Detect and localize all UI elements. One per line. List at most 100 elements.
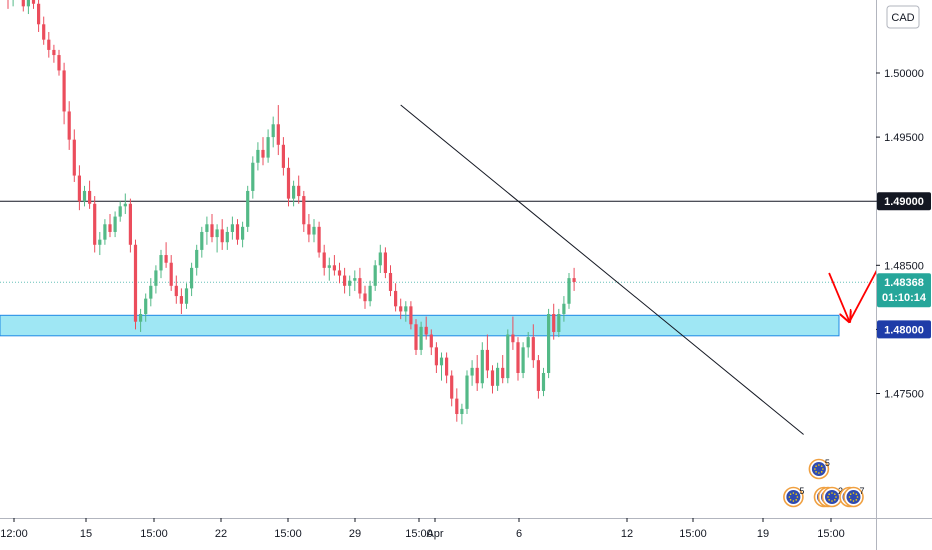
candle[interactable]: [123, 193, 127, 215]
candle[interactable]: [108, 214, 112, 238]
candle[interactable]: [261, 137, 265, 166]
candle[interactable]: [322, 244, 326, 276]
candle[interactable]: [429, 329, 433, 356]
candle[interactable]: [343, 267, 347, 294]
candle[interactable]: [312, 219, 316, 243]
candle[interactable]: [307, 214, 311, 243]
candle[interactable]: [480, 342, 484, 389]
candle[interactable]: [363, 285, 367, 309]
candle[interactable]: [455, 388, 459, 422]
candle[interactable]: [445, 352, 449, 384]
candle[interactable]: [88, 180, 92, 209]
candle[interactable]: [460, 403, 464, 425]
candle[interactable]: [195, 244, 199, 276]
candle[interactable]: [174, 275, 178, 304]
candle[interactable]: [567, 272, 571, 309]
candle[interactable]: [297, 175, 301, 204]
projection-arrow[interactable]: [828, 272, 849, 322]
candle[interactable]: [98, 231, 102, 256]
candle[interactable]: [72, 129, 76, 182]
candle[interactable]: [557, 308, 561, 338]
candle[interactable]: [281, 137, 285, 176]
candle[interactable]: [139, 308, 143, 332]
candle[interactable]: [128, 198, 132, 253]
candle[interactable]: [246, 185, 250, 232]
candle[interactable]: [12, 0, 15, 7]
candle[interactable]: [434, 342, 438, 373]
candle[interactable]: [485, 334, 489, 379]
candle[interactable]: [52, 44, 56, 63]
candle[interactable]: [327, 257, 331, 281]
candle[interactable]: [113, 211, 117, 238]
candle[interactable]: [21, 0, 25, 12]
candle[interactable]: [302, 190, 306, 232]
candle[interactable]: [6, 0, 9, 9]
candle[interactable]: [93, 196, 97, 253]
candle[interactable]: [225, 226, 229, 250]
candle[interactable]: [496, 362, 500, 391]
candle[interactable]: [547, 308, 551, 379]
candle[interactable]: [490, 365, 495, 394]
trendline[interactable]: [400, 104, 804, 435]
candle[interactable]: [541, 367, 546, 397]
candle[interactable]: [215, 224, 219, 253]
candle[interactable]: [404, 301, 408, 322]
currency-badge[interactable]: CAD: [886, 5, 920, 29]
candle[interactable]: [332, 255, 336, 276]
candle[interactable]: [57, 49, 61, 76]
candle[interactable]: [526, 331, 530, 358]
support-price-tag[interactable]: 1.48000: [877, 320, 931, 339]
candle[interactable]: [531, 324, 535, 368]
candle[interactable]: [251, 156, 255, 199]
candle[interactable]: [378, 244, 382, 273]
candle[interactable]: [317, 221, 321, 258]
candle[interactable]: [439, 352, 444, 381]
candle[interactable]: [144, 293, 148, 322]
candle[interactable]: [271, 116, 275, 148]
eu-flag-icon[interactable]: [783, 486, 804, 508]
candle[interactable]: [164, 242, 168, 268]
candle[interactable]: [26, 0, 30, 15]
candle[interactable]: [572, 267, 576, 291]
candle[interactable]: [159, 249, 163, 279]
current-price-tag[interactable]: 1.48368 01:10:14: [877, 273, 931, 308]
candle[interactable]: [388, 265, 393, 297]
candle[interactable]: [103, 219, 107, 245]
candle[interactable]: [292, 180, 296, 207]
candle[interactable]: [358, 267, 362, 299]
economic-event[interactable]: 5: [783, 486, 805, 508]
candle[interactable]: [133, 239, 138, 330]
candle[interactable]: [62, 62, 66, 125]
candle[interactable]: [184, 283, 189, 309]
candle[interactable]: [414, 319, 418, 356]
plot-area[interactable]: [0, 0, 876, 518]
candle[interactable]: [37, 0, 41, 32]
candle[interactable]: [230, 216, 234, 240]
economic-event[interactable]: 7: [839, 486, 865, 508]
candle[interactable]: [353, 270, 357, 291]
eu-flag-icon[interactable]: [843, 486, 864, 508]
candle[interactable]: [42, 16, 46, 45]
candle[interactable]: [552, 303, 556, 340]
candle[interactable]: [149, 278, 153, 307]
candle[interactable]: [501, 355, 505, 384]
candle[interactable]: [47, 31, 51, 58]
candle[interactable]: [506, 329, 510, 384]
candle[interactable]: [521, 342, 525, 379]
candle[interactable]: [470, 360, 474, 386]
candle[interactable]: [368, 280, 372, 307]
candle[interactable]: [169, 255, 173, 291]
candle[interactable]: [190, 262, 194, 297]
candle[interactable]: [266, 129, 270, 163]
economic-event[interactable]: 2: [813, 486, 844, 508]
candle[interactable]: [118, 201, 122, 222]
candle[interactable]: [373, 260, 377, 291]
candle[interactable]: [82, 185, 87, 207]
candle[interactable]: [235, 219, 240, 245]
candle[interactable]: [450, 370, 454, 407]
candle[interactable]: [409, 301, 413, 330]
candle[interactable]: [276, 105, 280, 156]
candle[interactable]: [241, 221, 245, 248]
candle[interactable]: [419, 321, 423, 356]
